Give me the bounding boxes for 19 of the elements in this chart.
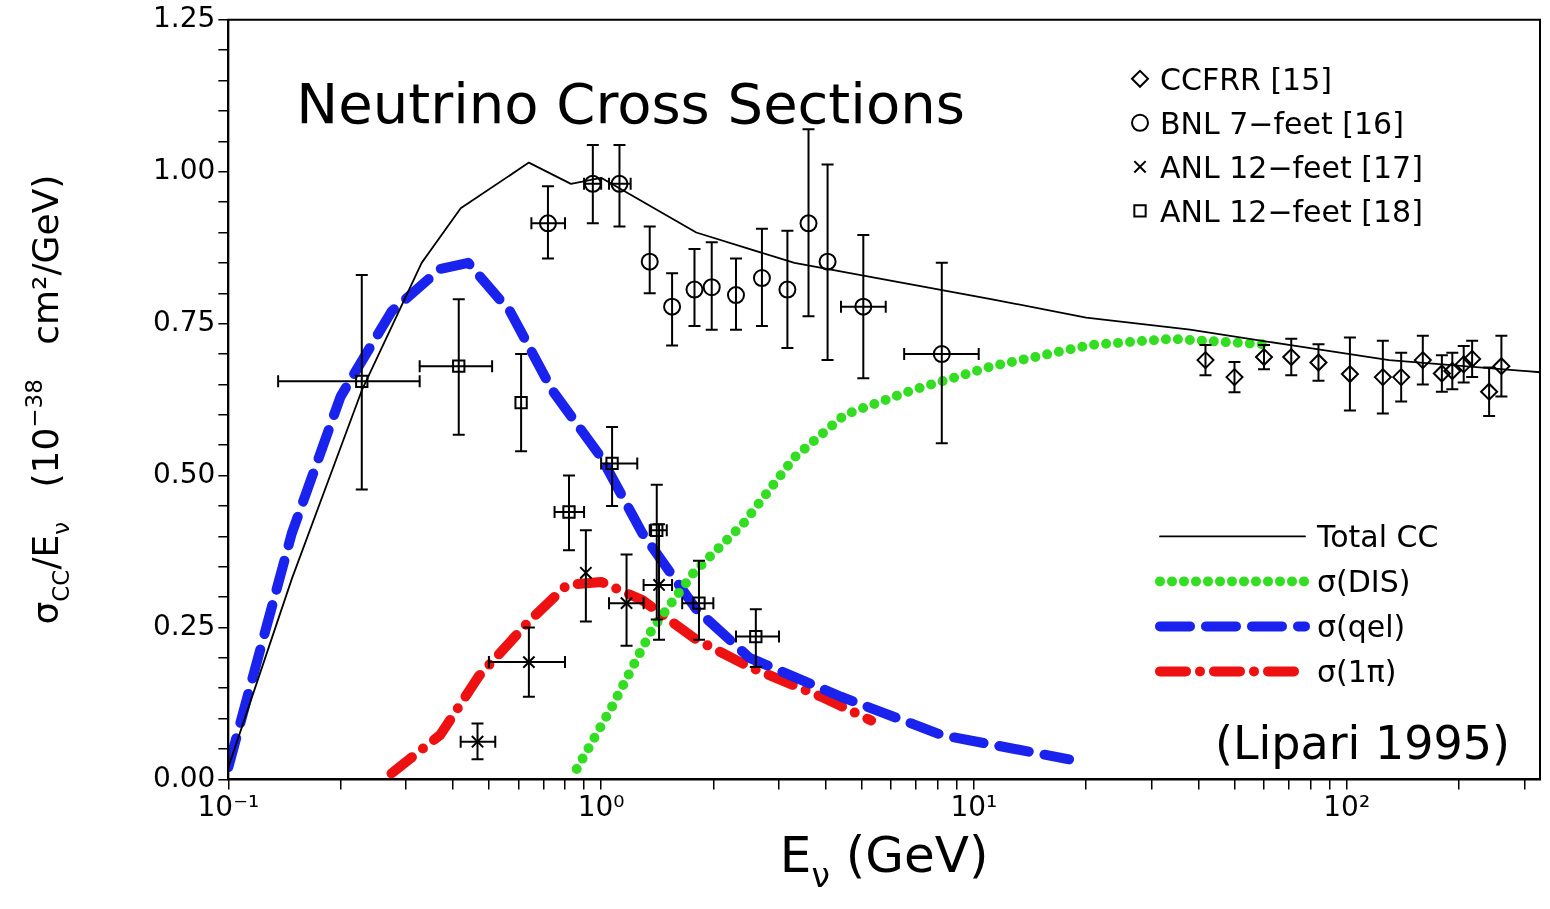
legend-label: ANL 12−feet [17] xyxy=(1160,149,1423,185)
legend-label: σ(DIS) xyxy=(1317,564,1411,600)
x-tick-label: 10² xyxy=(1323,790,1371,824)
legend-label: CCFRR [15] xyxy=(1160,61,1332,97)
legend-label: σ(1π) xyxy=(1317,654,1397,690)
y-tick-label: 0.75 xyxy=(153,304,216,338)
y-tick-label: 0.25 xyxy=(153,608,216,642)
x-tick-label: 10¹ xyxy=(950,790,998,824)
y-tick-label: 1.25 xyxy=(153,1,216,35)
x-tick-label: 10⁰ xyxy=(577,790,625,824)
y-tick-label: 0.50 xyxy=(153,456,216,490)
text: σCC/Eν (10−38 cm²/GeV) xyxy=(20,174,74,625)
legend-label: σ(qel) xyxy=(1317,609,1406,645)
annotation: (Lipari 1995) xyxy=(1214,716,1511,771)
legend-label: BNL 7−feet [16] xyxy=(1160,105,1404,141)
legend-label: Total CC xyxy=(1316,519,1439,555)
text: Neutrino Cross Sections xyxy=(296,70,965,136)
legend-label: ANL 12−feet [18] xyxy=(1160,193,1423,229)
y-tick-label: 1.00 xyxy=(153,153,216,186)
